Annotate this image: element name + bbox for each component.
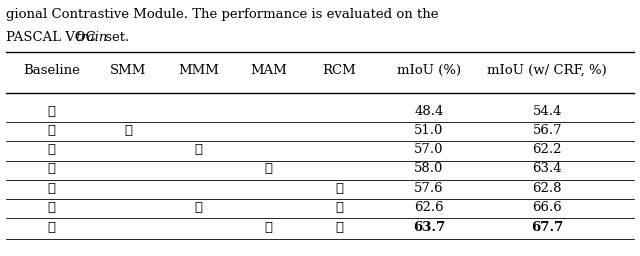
Text: PASCAL VOC: PASCAL VOC xyxy=(6,31,100,44)
Text: 54.4: 54.4 xyxy=(532,105,562,118)
Text: 58.0: 58.0 xyxy=(414,163,444,175)
Text: ✓: ✓ xyxy=(195,201,202,214)
Text: ✓: ✓ xyxy=(265,163,273,175)
Text: mIoU (w/ CRF, %): mIoU (w/ CRF, %) xyxy=(487,64,607,77)
Text: set.: set. xyxy=(101,31,129,44)
Text: ✓: ✓ xyxy=(195,143,202,156)
Text: gional Contrastive Module. The performance is evaluated on the: gional Contrastive Module. The performan… xyxy=(6,8,439,21)
Text: ✓: ✓ xyxy=(47,182,55,195)
Text: ✓: ✓ xyxy=(47,201,55,214)
Text: 66.6: 66.6 xyxy=(532,201,562,214)
Text: 63.4: 63.4 xyxy=(532,163,562,175)
Text: ✓: ✓ xyxy=(47,221,55,234)
Text: 62.8: 62.8 xyxy=(532,182,562,195)
Text: 51.0: 51.0 xyxy=(414,124,444,137)
Text: ✓: ✓ xyxy=(335,221,343,234)
Text: 48.4: 48.4 xyxy=(414,105,444,118)
Text: 62.6: 62.6 xyxy=(414,201,444,214)
Text: MAM: MAM xyxy=(250,64,287,77)
Text: ✓: ✓ xyxy=(335,201,343,214)
Text: ✓: ✓ xyxy=(47,124,55,137)
Text: ✓: ✓ xyxy=(47,163,55,175)
Text: ✓: ✓ xyxy=(47,105,55,118)
Text: train: train xyxy=(76,31,108,44)
Text: 63.7: 63.7 xyxy=(413,221,445,234)
Text: ✓: ✓ xyxy=(47,143,55,156)
Text: ✓: ✓ xyxy=(124,124,132,137)
Text: 56.7: 56.7 xyxy=(532,124,562,137)
Text: 62.2: 62.2 xyxy=(532,143,562,156)
Text: MMM: MMM xyxy=(178,64,219,77)
Text: RCM: RCM xyxy=(323,64,356,77)
Text: mIoU (%): mIoU (%) xyxy=(397,64,461,77)
Text: Baseline: Baseline xyxy=(23,64,79,77)
Text: 67.7: 67.7 xyxy=(531,221,563,234)
Text: 57.6: 57.6 xyxy=(414,182,444,195)
Text: ✓: ✓ xyxy=(265,221,273,234)
Text: SMM: SMM xyxy=(110,64,146,77)
Text: ✓: ✓ xyxy=(335,182,343,195)
Text: 57.0: 57.0 xyxy=(414,143,444,156)
